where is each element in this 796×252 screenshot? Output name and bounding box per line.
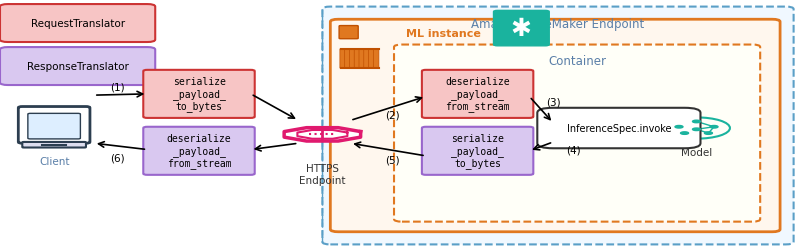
FancyBboxPatch shape bbox=[394, 45, 760, 222]
FancyBboxPatch shape bbox=[0, 48, 155, 86]
FancyBboxPatch shape bbox=[22, 142, 86, 148]
Text: (4): (4) bbox=[566, 145, 580, 155]
Text: deserialize
_payload_
from_stream: deserialize _payload_ from_stream bbox=[166, 134, 232, 169]
Text: (5): (5) bbox=[385, 155, 400, 165]
Text: deserialize
_payload_
from_stream: deserialize _payload_ from_stream bbox=[445, 77, 510, 112]
Text: InferenceSpec.invoke: InferenceSpec.invoke bbox=[567, 123, 671, 134]
FancyBboxPatch shape bbox=[322, 8, 794, 244]
Text: Model: Model bbox=[681, 147, 712, 158]
FancyBboxPatch shape bbox=[339, 26, 358, 40]
FancyBboxPatch shape bbox=[369, 49, 374, 69]
FancyBboxPatch shape bbox=[373, 49, 379, 69]
Text: (6): (6) bbox=[111, 152, 125, 163]
FancyBboxPatch shape bbox=[359, 49, 365, 69]
Circle shape bbox=[710, 126, 718, 129]
Text: Amazon SageMaker Endpoint: Amazon SageMaker Endpoint bbox=[471, 17, 645, 30]
FancyBboxPatch shape bbox=[143, 71, 255, 118]
FancyBboxPatch shape bbox=[537, 108, 700, 149]
Text: ✱: ✱ bbox=[511, 17, 532, 41]
Circle shape bbox=[693, 121, 700, 123]
Polygon shape bbox=[284, 128, 361, 141]
Circle shape bbox=[693, 129, 700, 131]
Text: Client: Client bbox=[39, 156, 69, 166]
Text: (2): (2) bbox=[385, 110, 400, 120]
Text: Container: Container bbox=[548, 55, 606, 68]
FancyBboxPatch shape bbox=[330, 20, 780, 232]
FancyBboxPatch shape bbox=[340, 49, 345, 69]
Text: HTTPS
Endpoint: HTTPS Endpoint bbox=[299, 164, 345, 185]
Circle shape bbox=[681, 132, 689, 135]
Text: (1): (1) bbox=[111, 82, 125, 92]
FancyBboxPatch shape bbox=[345, 49, 350, 69]
FancyBboxPatch shape bbox=[494, 11, 549, 47]
FancyBboxPatch shape bbox=[28, 114, 80, 139]
Text: RequestTranslator: RequestTranslator bbox=[30, 19, 125, 29]
Text: ResponseTranslator: ResponseTranslator bbox=[27, 62, 128, 72]
Text: serialize
_payload_
to_bytes: serialize _payload_ to_bytes bbox=[451, 134, 504, 169]
Text: serialize
_payload_
to_bytes: serialize _payload_ to_bytes bbox=[173, 77, 225, 112]
FancyBboxPatch shape bbox=[354, 49, 360, 69]
FancyBboxPatch shape bbox=[364, 49, 369, 69]
FancyBboxPatch shape bbox=[422, 127, 533, 175]
FancyBboxPatch shape bbox=[349, 49, 355, 69]
FancyBboxPatch shape bbox=[143, 127, 255, 175]
FancyBboxPatch shape bbox=[0, 5, 155, 43]
Circle shape bbox=[704, 132, 712, 135]
Circle shape bbox=[675, 126, 683, 129]
Text: (3): (3) bbox=[546, 97, 560, 107]
FancyBboxPatch shape bbox=[422, 71, 533, 118]
FancyBboxPatch shape bbox=[18, 107, 90, 144]
Text: ML instance: ML instance bbox=[406, 29, 481, 39]
